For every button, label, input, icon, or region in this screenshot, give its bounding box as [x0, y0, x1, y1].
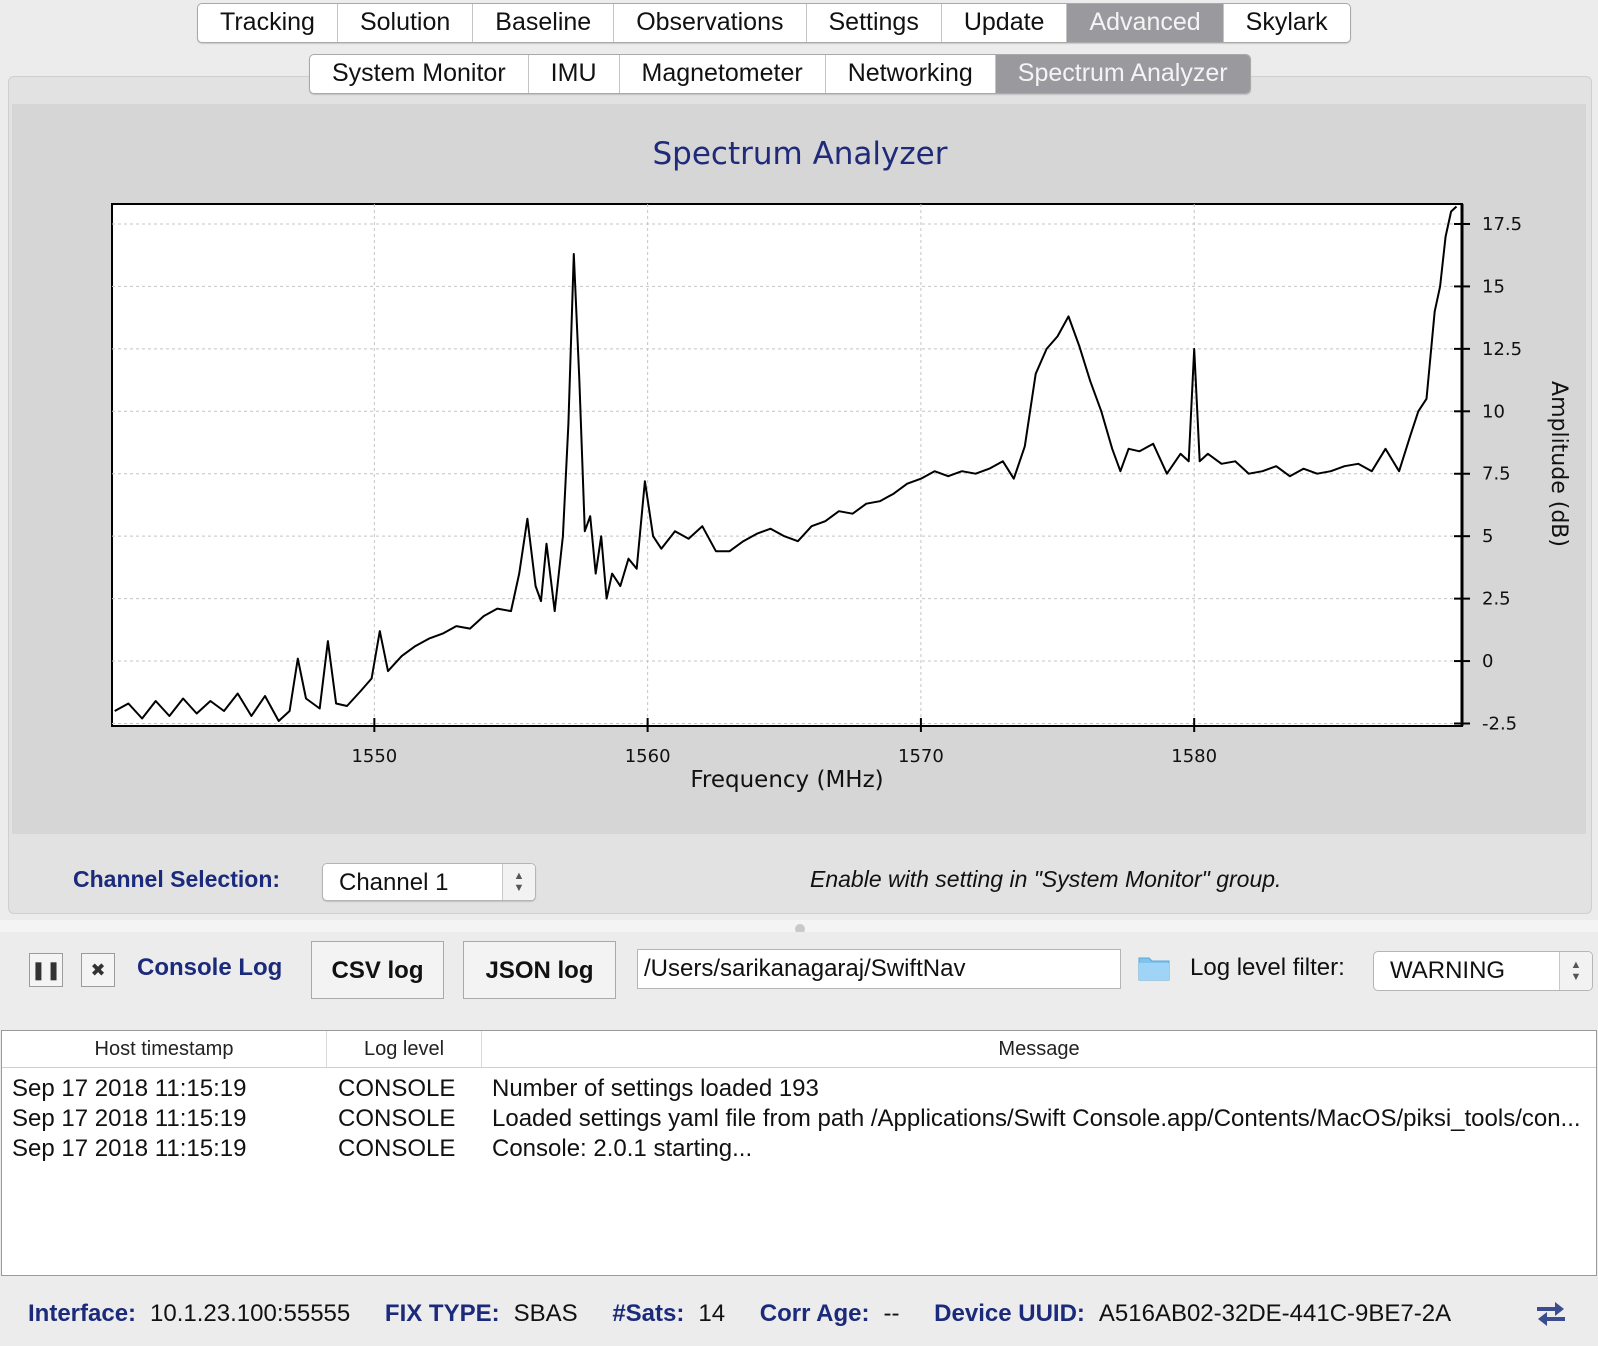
row-message: Console: 2.0.1 starting...: [492, 1135, 753, 1162]
tab-tracking[interactable]: Tracking: [198, 4, 338, 42]
tab-baseline[interactable]: Baseline: [473, 4, 615, 42]
tab-spectrum-analyzer[interactable]: Spectrum Analyzer: [995, 55, 1250, 93]
y-tick-label: 17.5: [1482, 214, 1522, 235]
table-row[interactable]: Sep 17 2018 11:15:19 CONSOLE Console: 2.…: [2, 1134, 1596, 1164]
tab-skylark[interactable]: Skylark: [1245, 8, 1328, 36]
pause-button[interactable]: ❚❚: [29, 953, 63, 987]
channel-select-value: Channel 1: [339, 869, 449, 896]
json-log-button[interactable]: JSON log: [463, 941, 616, 999]
corr-age-value: --: [883, 1300, 900, 1327]
tab-networking[interactable]: Networking: [826, 55, 996, 93]
log-level-select[interactable]: WARNING ▲ ▼: [1373, 951, 1593, 991]
device-uuid-value: A516AB02-32DE-441C-9BE7-2A: [1098, 1300, 1452, 1327]
fix-type-label: FIX TYPE:: [384, 1300, 500, 1327]
interface-label: Interface:: [28, 1300, 137, 1327]
select-stepper-icon: ▲ ▼: [502, 864, 535, 900]
plot-frame: [111, 203, 1463, 727]
main-tab-bar: Tracking Solution Baseline Observations …: [197, 3, 1351, 43]
row-level: CONSOLE: [338, 1105, 456, 1132]
tab-magnetometer[interactable]: Magnetometer: [620, 55, 826, 93]
status-bar: Interface: 10.1.23.100:55555 FIX TYPE: SBA…: [0, 1282, 1598, 1346]
close-icon: ✖: [90, 960, 106, 980]
select-stepper-icon: ▲ ▼: [1559, 952, 1592, 990]
spectrum-chart: Spectrum Analyzer 1550 1560 1570 1580 -2.5 0 2…: [111, 136, 1571, 793]
clear-button[interactable]: ✖: [81, 953, 115, 987]
row-level: CONSOLE: [338, 1135, 456, 1162]
channel-selection-label: Channel Selection:: [73, 866, 281, 892]
channel-select[interactable]: Channel 1 ▲ ▼: [322, 863, 536, 901]
column-log-level[interactable]: Log level: [327, 1031, 482, 1067]
splitter-handle[interactable]: [795, 924, 805, 934]
series-line: [114, 205, 1458, 722]
sats-value: 14: [698, 1300, 726, 1327]
sats-label: #Sats:: [612, 1300, 685, 1327]
row-timestamp: Sep 17 2018 11:15:19: [12, 1105, 247, 1132]
console-log-table: Host timestamp Log level Message Sep 17 …: [1, 1030, 1597, 1276]
x-tick-label: 1570: [898, 746, 944, 767]
chart-title: Spectrum Analyzer: [653, 136, 948, 172]
grid-lines: [112, 204, 1462, 726]
tab-advanced[interactable]: Advanced: [1067, 4, 1224, 42]
tab-solution[interactable]: Solution: [338, 4, 474, 42]
y-tick-label: 12.5: [1482, 339, 1522, 360]
table-header: Host timestamp Log level Message: [2, 1031, 1596, 1068]
axis-ticks: 1550 1560 1570 1580 -2.5 0 2.5 5 7.5 10 12.5 15 17.5: [351, 204, 1522, 767]
csv-log-button[interactable]: CSV log: [311, 941, 444, 999]
y-tick-label: -2.5: [1482, 714, 1517, 735]
y-tick-label: 5: [1482, 526, 1493, 547]
pause-icon: ❚❚: [30, 960, 62, 980]
fix-type-value: SBAS: [513, 1300, 578, 1327]
x-tick-label: 1580: [1171, 746, 1217, 767]
tab-system-monitor[interactable]: System Monitor: [310, 55, 529, 93]
tab-settings[interactable]: Settings: [807, 4, 942, 42]
row-timestamp: Sep 17 2018 11:15:19: [12, 1135, 247, 1162]
folder-icon[interactable]: [1138, 953, 1170, 981]
table-row[interactable]: Sep 17 2018 11:15:19 CONSOLE Loaded sett…: [2, 1104, 1596, 1134]
x-axis-label: Frequency (MHz): [690, 767, 883, 793]
y-tick-label: 2.5: [1482, 589, 1511, 610]
column-host-timestamp[interactable]: Host timestamp: [2, 1031, 327, 1067]
interface-value: 10.1.23.100:55555: [150, 1300, 351, 1327]
table-row[interactable]: Sep 17 2018 11:15:19 CONSOLE Number of s…: [2, 1074, 1596, 1104]
enable-note: Enable with setting in "System Monitor" …: [810, 866, 1282, 892]
tab-update[interactable]: Update: [942, 4, 1068, 42]
y-tick-label: 7.5: [1482, 464, 1511, 485]
log-path-input[interactable]: [637, 949, 1121, 989]
log-level-value: WARNING: [1390, 957, 1506, 984]
x-tick-label: 1560: [625, 746, 671, 767]
x-tick-label: 1550: [351, 746, 397, 767]
device-uuid-label: Device UUID:: [934, 1300, 1085, 1327]
row-level: CONSOLE: [338, 1075, 456, 1102]
console-log-title: Console Log: [137, 954, 283, 981]
y-tick-label: 15: [1482, 276, 1505, 297]
y-tick-label: 0: [1482, 651, 1493, 672]
y-tick-label: 10: [1482, 401, 1505, 422]
y-axis-label: Amplitude (dB): [1546, 381, 1571, 547]
log-level-filter-label: Log level filter:: [1190, 954, 1345, 981]
refresh-icon[interactable]: [1533, 1298, 1569, 1328]
sub-tab-bar: System Monitor IMU Magnetometer Networki…: [309, 54, 1251, 94]
corr-age-label: Corr Age:: [759, 1300, 870, 1327]
column-message[interactable]: Message: [998, 1038, 1080, 1060]
tab-imu[interactable]: IMU: [529, 55, 620, 93]
tab-observations[interactable]: Observations: [614, 4, 807, 42]
row-timestamp: Sep 17 2018 11:15:19: [12, 1075, 247, 1102]
row-message: Loaded settings yaml file from path /App…: [492, 1105, 1581, 1132]
row-message: Number of settings loaded 193: [492, 1075, 819, 1102]
